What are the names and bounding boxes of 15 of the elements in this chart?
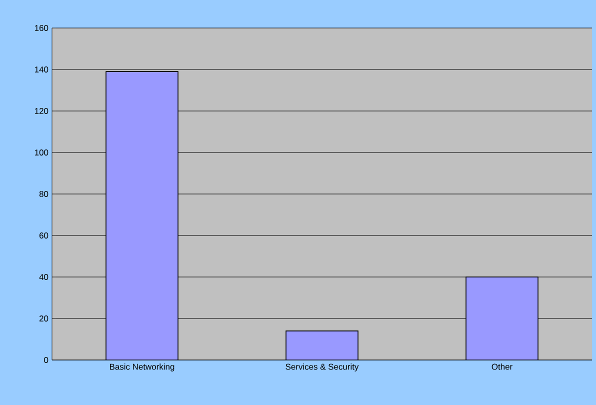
y-tick-label: 160: [34, 25, 48, 31]
bar: [466, 276, 538, 360]
x-tick-label: Other: [492, 364, 512, 370]
y-tick-label: 40: [39, 274, 48, 280]
x-tick-label: Basic Networking: [110, 364, 174, 372]
y-tick-label: 120: [34, 108, 48, 114]
y-tick-label: 100: [34, 150, 48, 156]
y-tick-label: 80: [39, 191, 48, 197]
bar: [106, 71, 178, 360]
x-tick-label: Services & Security: [286, 364, 359, 372]
y-tick-label: 20: [39, 316, 48, 322]
y-tick-label: 140: [34, 66, 48, 72]
y-tick-label: 60: [40, 232, 48, 238]
bar: [286, 330, 358, 360]
y-tick-label: 0: [44, 357, 48, 363]
